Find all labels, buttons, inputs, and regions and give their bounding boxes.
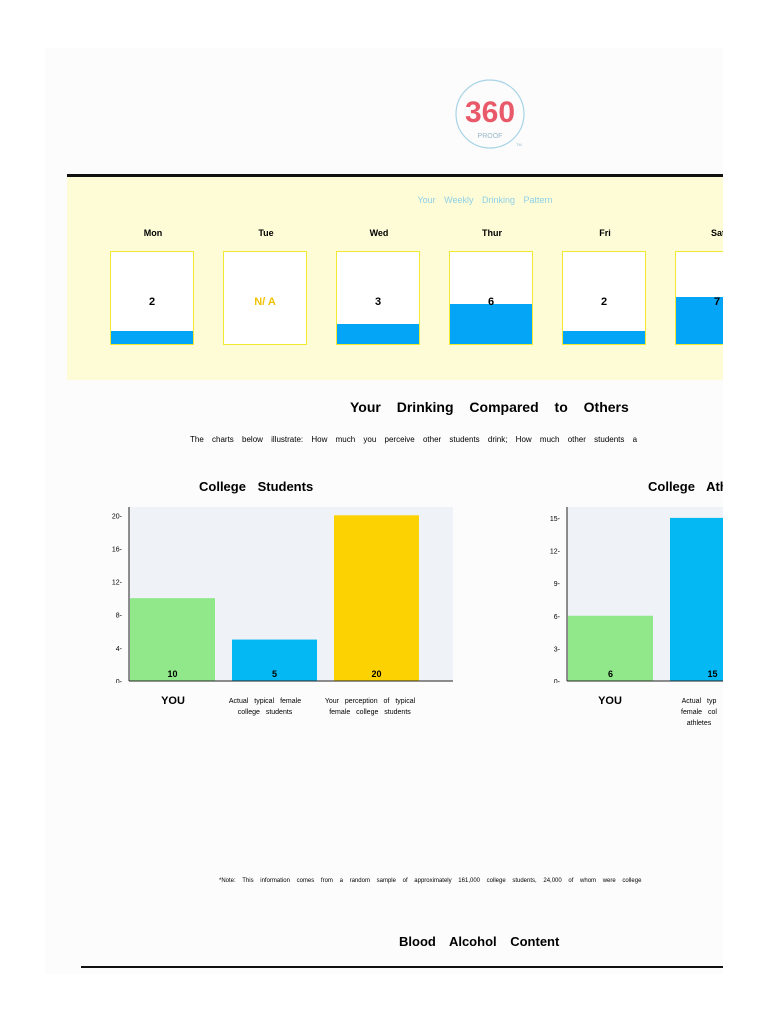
y-tick-label: 16- [112, 546, 123, 553]
day-box-thur: 6 [449, 251, 533, 345]
day-box-mon: 2 [110, 251, 194, 345]
page: 360 PROOF TM Your Weekly Drinking Patter… [45, 48, 723, 974]
y-tick-label: 0- [116, 679, 123, 683]
logo: 360 PROOF TM [450, 78, 530, 150]
bar-value-label: 5 [272, 669, 277, 679]
day-label-mon: Mon [143, 228, 163, 238]
sample-note: *Note: This information comes from a ran… [219, 878, 642, 884]
svg-text:360: 360 [465, 96, 515, 129]
day-box-tue: N/ A [223, 251, 307, 345]
bar-value-label: 10 [167, 669, 177, 679]
y-tick-label: 12- [112, 580, 123, 587]
day-box-sat: 7 [675, 251, 723, 345]
y-tick-label: 6- [554, 614, 561, 621]
bar-value-label: 20 [371, 669, 381, 679]
compare-description: The charts below illustrate: How much yo… [190, 435, 638, 444]
category-label: Actual typical female college students [228, 698, 302, 716]
y-tick-label: 20- [112, 513, 123, 520]
bar-1 [232, 639, 317, 681]
y-tick-label: 15- [550, 516, 561, 523]
day-value: 6 [487, 296, 495, 308]
day-box-wed: 3 [336, 251, 420, 345]
y-tick-label: 0- [554, 679, 561, 683]
category-label: Your perception of typical female colleg… [324, 698, 416, 716]
y-tick-label: 4- [116, 646, 123, 653]
day-fill-bar [337, 324, 419, 344]
bac-title: Blood Alcohol Content [399, 934, 560, 949]
logo-tm: TM [516, 142, 522, 147]
compare-title: Your Drinking Compared to Others [350, 399, 629, 415]
bar-value-label: 6 [608, 669, 613, 679]
category-label: Actual typ female col athletes [681, 698, 717, 727]
day-label-fri: Fri [599, 228, 611, 238]
day-fill-bar [450, 304, 532, 344]
bottom-divider [81, 966, 723, 968]
bar-1 [670, 517, 723, 681]
category-label: YOU [161, 695, 185, 707]
bar-0 [568, 615, 653, 681]
y-tick-label: 9- [554, 581, 561, 588]
bar-0 [130, 598, 215, 681]
bar-value-label: 15 [707, 669, 717, 679]
day-fill-bar [563, 331, 645, 344]
day-value: 2 [148, 296, 156, 308]
college-students-chart: 10 5 20 0- 4- 8- 12- 16- 20- [112, 507, 453, 683]
day-value: 3 [374, 296, 382, 308]
y-tick-label: 8- [116, 613, 123, 620]
chart-title-college-athletes: College Ath [648, 479, 723, 494]
weekly-pattern-title: Your Weekly Drinking Pattern [417, 195, 553, 205]
day-label-tue: Tue [258, 228, 274, 238]
logo-subtext: PROOF [478, 133, 503, 140]
logo-digit-3: 360 [465, 96, 515, 129]
day-label-sat: Sat [710, 228, 723, 238]
category-label: YOU [598, 695, 622, 707]
day-fill-bar [111, 331, 193, 344]
day-label-wed: Wed [369, 228, 389, 238]
day-value: 2 [600, 296, 608, 308]
day-label-thur: Thur [482, 228, 502, 238]
day-value: 7 [713, 296, 721, 308]
y-tick-label: 12- [550, 549, 561, 556]
day-box-fri: 2 [562, 251, 646, 345]
day-fill-bar [676, 297, 723, 344]
day-value: N/ A [254, 296, 276, 308]
logo-graphic: 360 PROOF TM [455, 79, 525, 149]
weekly-pattern-panel: Your Weekly Drinking Pattern Mon 2 Tue N/ A… [67, 174, 723, 380]
y-tick-label: 3- [554, 646, 561, 653]
bar-2 [334, 515, 419, 681]
chart-title-college-students: College Students [199, 479, 314, 494]
college-athletes-chart: 6 15 0- 3- 6- 9- 12- 15- [550, 507, 723, 683]
